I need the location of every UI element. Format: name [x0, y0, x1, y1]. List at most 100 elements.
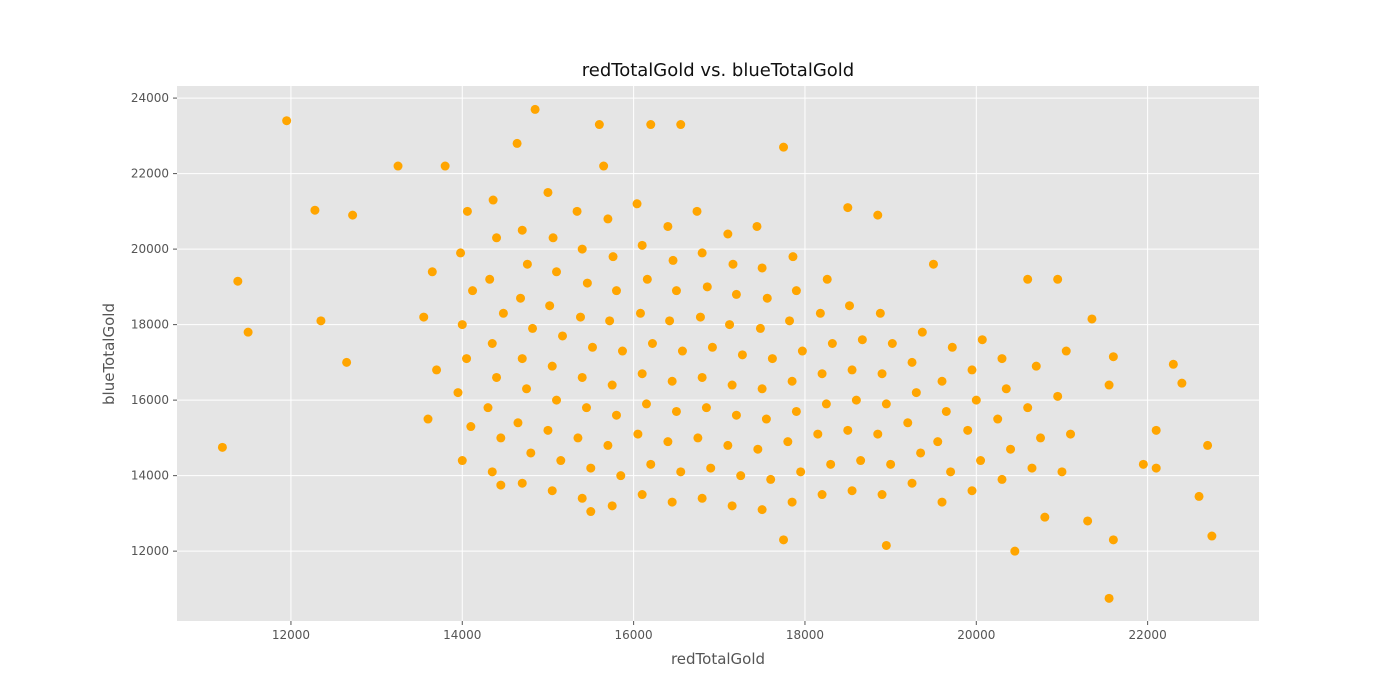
point: [847, 486, 857, 496]
y-tick-label: 14000: [131, 469, 169, 483]
point: [1006, 444, 1016, 454]
point: [1066, 429, 1076, 439]
point: [779, 535, 789, 545]
point: [611, 410, 621, 420]
point: [993, 414, 1003, 424]
point: [572, 206, 582, 216]
point: [517, 225, 527, 235]
point: [316, 316, 326, 326]
point: [599, 161, 609, 171]
y-tick-label: 24000: [131, 91, 169, 105]
point: [348, 210, 358, 220]
point: [877, 369, 887, 379]
point: [243, 327, 253, 337]
point: [731, 289, 741, 299]
point: [485, 274, 495, 284]
x-tick-label: 16000: [615, 628, 653, 642]
point: [947, 342, 957, 352]
point: [633, 429, 643, 439]
point: [753, 444, 763, 454]
point: [543, 187, 553, 197]
y-axis-label: blueTotalGold: [100, 303, 118, 405]
point: [796, 467, 806, 477]
point: [496, 433, 506, 443]
point: [997, 354, 1007, 364]
point: [937, 376, 947, 386]
point: [577, 244, 587, 254]
point: [821, 399, 831, 409]
point: [530, 104, 540, 114]
point: [727, 501, 737, 511]
point: [967, 365, 977, 375]
point: [1168, 359, 1178, 369]
point: [419, 312, 429, 322]
point: [728, 259, 738, 269]
point: [1104, 380, 1114, 390]
point: [1194, 491, 1204, 501]
point: [1061, 346, 1071, 356]
plot-area: [177, 86, 1259, 621]
point: [1203, 440, 1213, 450]
point: [779, 142, 789, 152]
point: [701, 403, 711, 413]
point: [573, 433, 583, 443]
point: [757, 263, 767, 273]
point: [845, 301, 855, 311]
point: [1151, 425, 1161, 435]
point: [937, 497, 947, 507]
point: [492, 233, 502, 243]
point: [646, 120, 656, 130]
point: [886, 459, 896, 469]
point: [1083, 516, 1093, 526]
point: [787, 497, 797, 507]
point: [676, 467, 686, 477]
point: [594, 120, 604, 130]
point: [911, 388, 921, 398]
point: [1207, 531, 1217, 541]
point: [757, 505, 767, 515]
point: [496, 480, 506, 490]
point: [558, 331, 568, 341]
point: [462, 206, 472, 216]
point: [697, 372, 707, 382]
point: [671, 286, 681, 296]
point: [393, 161, 403, 171]
point: [787, 376, 797, 386]
point: [873, 210, 883, 220]
point: [755, 323, 765, 333]
point: [851, 395, 861, 405]
point: [310, 205, 320, 215]
point: [843, 425, 853, 435]
point: [423, 414, 433, 424]
point: [791, 286, 801, 296]
point: [1027, 463, 1037, 473]
point: [933, 437, 943, 447]
point: [1023, 274, 1033, 284]
point: [873, 429, 883, 439]
point: [487, 338, 497, 348]
point: [605, 316, 615, 326]
point: [528, 323, 538, 333]
point: [1036, 433, 1046, 443]
point: [543, 425, 553, 435]
point: [432, 365, 442, 375]
point: [822, 274, 832, 284]
point: [603, 214, 613, 224]
y-tick-label: 18000: [131, 318, 169, 332]
point: [1108, 535, 1118, 545]
point: [857, 335, 867, 345]
point: [875, 308, 885, 318]
point: [468, 286, 478, 296]
point: [642, 274, 652, 284]
point: [440, 161, 450, 171]
point: [632, 199, 642, 209]
point: [766, 474, 776, 484]
point: [646, 459, 656, 469]
point: [1151, 463, 1161, 473]
point: [545, 301, 555, 311]
point: [693, 433, 703, 443]
point: [667, 376, 677, 386]
point: [603, 440, 613, 450]
point: [1053, 274, 1063, 284]
point: [577, 493, 587, 503]
